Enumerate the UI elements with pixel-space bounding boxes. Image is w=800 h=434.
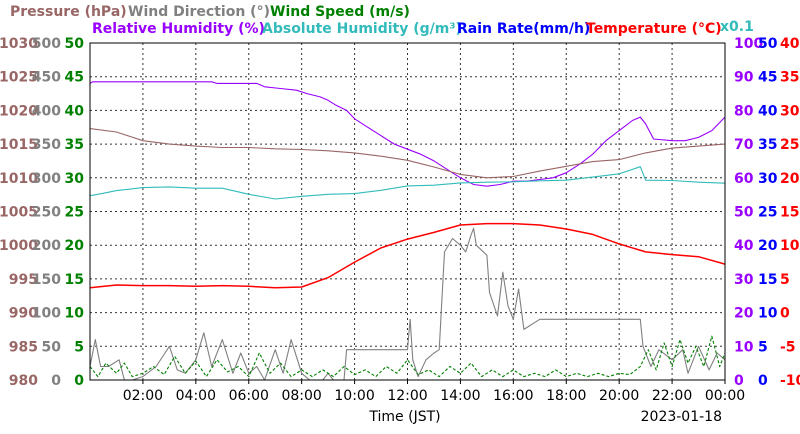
title-pressure: Pressure (hPa) bbox=[10, 4, 127, 20]
y-tick-label-rh: 80 bbox=[734, 103, 754, 119]
x-tick-label: 06:00 bbox=[229, 388, 269, 404]
y-tick-label-temp: 40 bbox=[780, 36, 800, 52]
y-tick-label-pressure: 1000 bbox=[0, 238, 38, 254]
x-tick-label: 02:00 bbox=[123, 388, 163, 404]
y-tick-label-temp: -5 bbox=[780, 339, 796, 355]
y-tick-label-wind_speed: 30 bbox=[65, 171, 85, 187]
y-tick-label-rh: 90 bbox=[734, 70, 754, 86]
y-tick-label-rh: 10 bbox=[734, 339, 754, 355]
y-tick-label-wind_dir: 200 bbox=[32, 238, 61, 254]
title-wind-speed: Wind Speed (m/s) bbox=[270, 4, 410, 20]
date-label: 2023-01-18 bbox=[641, 409, 722, 425]
y-tick-label-temp: 35 bbox=[780, 70, 799, 86]
y-tick-label-wind_speed: 40 bbox=[65, 103, 85, 119]
y-tick-label-pressure: 985 bbox=[9, 339, 38, 355]
title-relative-humidity: Relative Humidity (%) bbox=[92, 21, 265, 37]
y-tick-label-wind_dir: 50 bbox=[42, 339, 62, 355]
grid bbox=[90, 43, 725, 380]
y-tick-label-rain: 5 bbox=[758, 339, 768, 355]
x-tick-label: 22:00 bbox=[652, 388, 692, 404]
series-line-temp bbox=[89, 222, 726, 289]
series-line-wind_dir bbox=[89, 227, 726, 381]
y-tick-label-wind_speed: 20 bbox=[65, 238, 85, 254]
y-tick-label-rain: 40 bbox=[758, 103, 778, 119]
y-tick-label-wind_dir: 500 bbox=[32, 36, 61, 52]
y-tick-label-wind_dir: 100 bbox=[32, 306, 61, 322]
y-tick-label-wind_speed: 5 bbox=[74, 339, 84, 355]
y-tick-label-temp: -10 bbox=[780, 373, 800, 389]
y-tick-label-pressure: 1010 bbox=[0, 171, 38, 187]
x-tick-label: 08:00 bbox=[281, 388, 321, 404]
y-tick-label-pressure: 1015 bbox=[0, 137, 38, 153]
x-tick-label: 04:00 bbox=[176, 388, 216, 404]
y-tick-label-temp: 20 bbox=[780, 171, 800, 187]
y-tick-label-rh: 70 bbox=[734, 137, 754, 153]
y-tick-label-temp: 25 bbox=[780, 137, 799, 153]
y-tick-label-temp: 15 bbox=[780, 205, 799, 221]
y-tick-label-pressure: 1005 bbox=[0, 205, 38, 221]
y-tick-label-rain: 15 bbox=[758, 272, 777, 288]
title-wind-direction: Wind Direction (°) bbox=[128, 4, 270, 20]
axis-labels: 02:00 04:00 06:00 08:00 10:00 12:00 14:00 16:00… bbox=[0, 36, 800, 404]
x-axis-label: Time (JST) bbox=[368, 409, 440, 425]
y-tick-label-rain: 25 bbox=[758, 205, 777, 221]
y-tick-label-pressure: 1025 bbox=[0, 70, 38, 86]
y-tick-label-temp: 30 bbox=[780, 103, 800, 119]
x-tick-label: 20:00 bbox=[599, 388, 639, 404]
y-tick-label-wind_dir: 150 bbox=[32, 272, 61, 288]
y-tick-label-temp: 5 bbox=[780, 272, 790, 288]
series-line-ah bbox=[89, 166, 726, 200]
y-tick-label-pressure: 990 bbox=[9, 306, 38, 322]
title-rain-rate: Rain Rate(mm/h) bbox=[457, 21, 590, 37]
y-tick-label-rain: 35 bbox=[758, 137, 777, 153]
y-tick-label-rain: 50 bbox=[758, 36, 778, 52]
x-tick-label: 12:00 bbox=[387, 388, 427, 404]
series-line-wind_speed bbox=[89, 335, 726, 378]
y-tick-label-wind_speed: 10 bbox=[65, 306, 85, 322]
x-tick-label: 14:00 bbox=[440, 388, 480, 404]
y-tick-label-rh: 20 bbox=[734, 306, 754, 322]
y-tick-label-temp: 0 bbox=[780, 306, 790, 322]
multiplier-note: x0.1 bbox=[720, 19, 754, 35]
y-tick-label-pressure: 1020 bbox=[0, 103, 38, 119]
y-tick-label-wind_speed: 0 bbox=[74, 373, 84, 389]
y-tick-label-rh: 100 bbox=[734, 36, 763, 52]
y-tick-label-wind_speed: 35 bbox=[65, 137, 84, 153]
y-tick-label-wind_dir: 0 bbox=[51, 373, 61, 389]
series-line-rh bbox=[89, 81, 726, 187]
y-tick-label-temp: 10 bbox=[780, 238, 800, 254]
y-tick-label-pressure: 995 bbox=[9, 272, 38, 288]
y-tick-label-rain: 10 bbox=[758, 306, 778, 322]
y-tick-label-pressure: 980 bbox=[9, 373, 38, 389]
x-tick-label: 00:00 bbox=[705, 388, 745, 404]
y-tick-label-wind_speed: 50 bbox=[65, 36, 85, 52]
title-absolute-humidity: Absolute Humidity (g/m³) bbox=[262, 21, 462, 37]
x-tick-label: 16:00 bbox=[493, 388, 533, 404]
x-tick-label: 18:00 bbox=[546, 388, 586, 404]
y-tick-label-pressure: 1030 bbox=[0, 36, 38, 52]
y-tick-label-wind_speed: 25 bbox=[65, 205, 84, 221]
y-tick-label-rh: 0 bbox=[734, 373, 744, 389]
y-tick-label-wind_dir: 300 bbox=[32, 171, 61, 187]
y-tick-label-wind_dir: 450 bbox=[32, 70, 61, 86]
y-tick-label-rain: 45 bbox=[758, 70, 777, 86]
y-tick-label-rh: 50 bbox=[734, 205, 754, 221]
series-line-pressure bbox=[89, 128, 726, 179]
y-tick-label-rain: 20 bbox=[758, 238, 778, 254]
series-lines bbox=[89, 81, 726, 381]
y-tick-label-rh: 60 bbox=[734, 171, 754, 187]
y-tick-label-rh: 30 bbox=[734, 272, 754, 288]
y-tick-label-wind_dir: 250 bbox=[32, 205, 61, 221]
x-tick-label: 10:00 bbox=[334, 388, 374, 404]
y-tick-label-rain: 30 bbox=[758, 171, 778, 187]
y-tick-label-wind_dir: 400 bbox=[32, 103, 61, 119]
title-temperature: Temperature (°C) bbox=[586, 21, 722, 37]
y-tick-label-rh: 40 bbox=[734, 238, 754, 254]
y-tick-label-rain: 0 bbox=[758, 373, 768, 389]
y-tick-label-wind_dir: 350 bbox=[32, 137, 61, 153]
y-tick-label-wind_speed: 45 bbox=[65, 70, 84, 86]
y-tick-label-wind_speed: 15 bbox=[65, 272, 84, 288]
